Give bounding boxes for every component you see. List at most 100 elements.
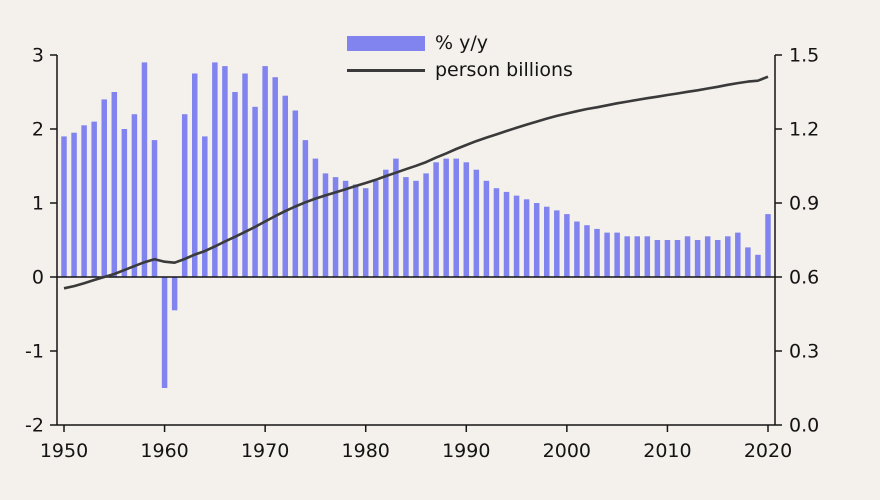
growth-bar: [322, 173, 329, 277]
growth-bar: [443, 158, 449, 277]
growth-bar: [212, 62, 218, 278]
growth-bar: [463, 162, 470, 277]
left-tick-label: 3: [32, 45, 44, 67]
growth-bar: [473, 169, 480, 277]
growth-bar: [564, 214, 570, 277]
right-tick-label: 0.0: [789, 415, 819, 437]
growth-bar: [302, 140, 309, 277]
growth-bar: [694, 240, 701, 277]
left-tick-label: 1: [32, 193, 44, 215]
growth-bar: [393, 158, 399, 277]
growth-bar: [735, 232, 741, 277]
growth-bar: [403, 177, 409, 277]
right-tick-label: 0.6: [789, 267, 819, 289]
right-tick-label: 0.3: [789, 341, 819, 363]
growth-bar: [624, 236, 630, 277]
growth-bar: [574, 221, 580, 277]
growth-bar: [704, 236, 711, 277]
growth-bar: [91, 121, 97, 277]
x-tick-label: 2020: [744, 440, 792, 462]
x-tick-label: 1960: [140, 440, 188, 462]
growth-bar: [755, 254, 761, 277]
growth-bar: [342, 180, 349, 277]
growth-bar: [222, 66, 228, 277]
growth-bar: [614, 232, 620, 277]
right-tick-label: 1.5: [789, 45, 819, 67]
growth-bar: [644, 236, 651, 277]
growth-bar: [191, 73, 198, 277]
growth-bar: [503, 191, 510, 277]
growth-bar: [71, 132, 77, 277]
growth-bar: [714, 240, 721, 277]
growth-bar: [272, 77, 278, 277]
growth-bar: [81, 125, 87, 277]
x-tick-label: 1950: [40, 440, 88, 462]
growth-bar: [604, 232, 610, 277]
growth-bar: [141, 62, 148, 278]
growth-bar: [252, 106, 258, 277]
growth-bar: [121, 129, 128, 277]
growth-bar: [292, 110, 299, 277]
growth-bar: [101, 99, 107, 278]
growth-bar: [513, 195, 520, 277]
x-tick-label: 1980: [342, 440, 390, 462]
growth-bar: [423, 173, 429, 277]
growth-bar: [543, 206, 550, 277]
growth-bar: [433, 162, 439, 277]
growth-bar: [674, 240, 681, 277]
growth-bar: [282, 95, 289, 277]
growth-bar: [745, 247, 751, 277]
growth-bar: [493, 188, 500, 277]
x-tick-label: 2010: [643, 440, 691, 462]
right-tick-label: 1.2: [789, 119, 819, 141]
growth-bar: [684, 236, 691, 277]
growth-bar: [332, 177, 339, 277]
x-tick-label: 1970: [241, 440, 289, 462]
growth-bar: [383, 169, 389, 277]
growth-bar: [725, 236, 731, 277]
growth-bar: [453, 158, 459, 277]
legend-label-population: person billions: [435, 58, 573, 81]
growth-bar: [262, 66, 268, 277]
left-tick-label: -2: [25, 415, 44, 437]
left-tick-label: 0: [32, 267, 44, 289]
growth-bar: [312, 158, 319, 277]
growth-bar: [594, 228, 600, 277]
growth-bar: [483, 180, 490, 277]
left-tick-label: -1: [25, 341, 44, 363]
legend-label-growth: % y/y: [435, 31, 488, 54]
growth-bar: [352, 184, 359, 277]
growth-bar: [634, 236, 641, 277]
growth-bar: [131, 114, 138, 277]
growth-bar: [181, 114, 188, 277]
growth-bar: [202, 136, 208, 277]
growth-bar: [111, 92, 118, 277]
growth-bar: [584, 225, 590, 277]
growth-bar: [664, 240, 671, 277]
population-line: [63, 75, 769, 290]
growth-bar: [242, 73, 248, 277]
growth-bar: [765, 214, 771, 277]
bar-swatch-icon: [347, 35, 425, 51]
growth-bar: [61, 136, 67, 277]
growth-bar: [654, 240, 661, 277]
growth-bar: [232, 92, 238, 277]
line-swatch-icon: [347, 68, 425, 72]
x-tick-label: 2000: [543, 440, 591, 462]
right-tick-label: 0.9: [789, 193, 819, 215]
growth-bar: [373, 180, 379, 277]
growth-bar: [523, 199, 530, 277]
growth-bar: [161, 277, 168, 388]
growth-bar: [362, 188, 369, 277]
growth-bar: [533, 203, 540, 277]
growth-bar: [171, 277, 178, 311]
growth-bar: [151, 140, 158, 277]
left-tick-label: 2: [32, 119, 44, 141]
legend-item-population: person billions: [347, 58, 573, 82]
growth-bar: [413, 180, 419, 277]
legend-item-growth: % y/y: [347, 31, 573, 55]
x-tick-label: 1990: [442, 440, 490, 462]
chart-legend: % y/y person billions: [347, 31, 573, 82]
